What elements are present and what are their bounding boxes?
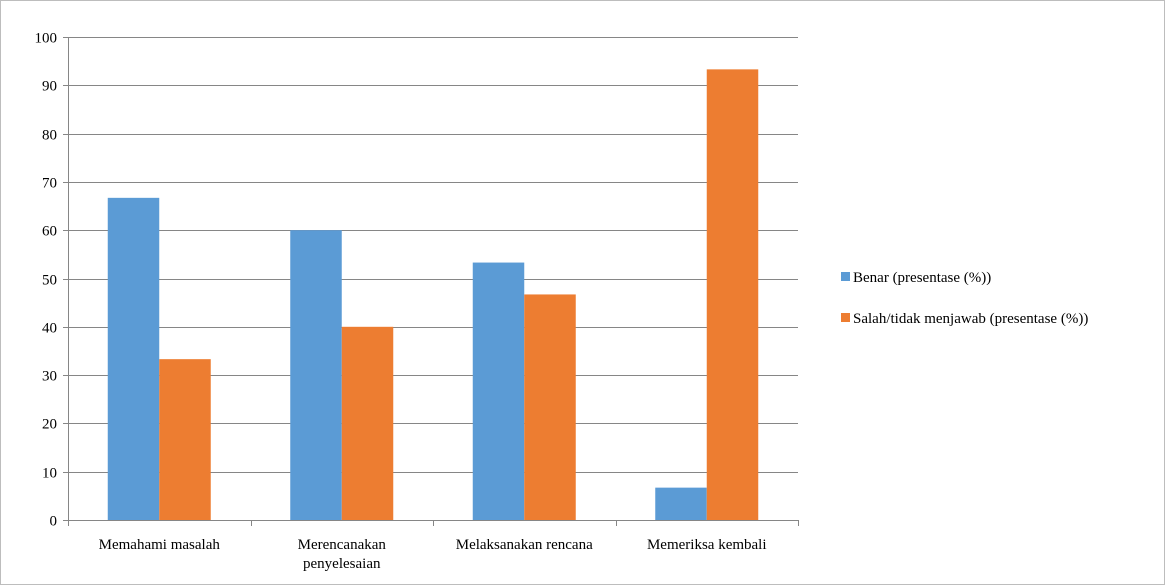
- bar-benar-0: [107, 197, 160, 521]
- bar-benar-2: [472, 262, 525, 520]
- axes: [63, 37, 799, 526]
- y-tick-label: 20: [42, 417, 57, 433]
- bar-salah-2: [524, 294, 576, 520]
- y-tick-label: 70: [42, 176, 57, 192]
- legend-label-benar: Benar (presentase (%)): [853, 270, 991, 286]
- y-tick-label: 30: [42, 369, 57, 385]
- bar-salah-0: [159, 359, 211, 520]
- bars: [107, 69, 759, 521]
- y-tick-label: 0: [50, 514, 58, 530]
- bar-benar-1: [290, 230, 342, 520]
- y-tick-labels: 0 10 20 30 40 50 60 70 80 90 100: [35, 31, 58, 530]
- bar-salah-3: [706, 69, 759, 521]
- x-tick-label: Melaksanakan rencana: [456, 537, 593, 553]
- legend-swatch-benar: [841, 272, 850, 281]
- bar-salah-1: [341, 326, 394, 520]
- x-tick-labels: Memahami masalah Merencanakan penyelesaian…: [99, 537, 767, 572]
- bar-benar-3: [655, 487, 707, 520]
- y-tick-label: 50: [42, 273, 57, 289]
- y-tick-label: 90: [42, 79, 57, 95]
- x-tick-label: Merencanakan: [298, 537, 387, 553]
- x-tick-label: Memahami masalah: [99, 537, 221, 553]
- x-tick-label: penyelesaian: [303, 556, 381, 572]
- y-tick-label: 80: [42, 128, 57, 144]
- legend: Benar (presentase (%)) Salah/tidak menjaw…: [841, 270, 1088, 327]
- x-tick-label: Memeriksa kembali: [647, 537, 767, 553]
- legend-label-salah: Salah/tidak menjawab (presentase (%)): [853, 311, 1088, 327]
- legend-swatch-salah: [841, 313, 850, 322]
- y-tick-label: 100: [35, 31, 58, 47]
- y-tick-label: 40: [42, 321, 57, 337]
- y-tick-label: 60: [42, 224, 57, 240]
- y-tick-label: 10: [42, 466, 57, 482]
